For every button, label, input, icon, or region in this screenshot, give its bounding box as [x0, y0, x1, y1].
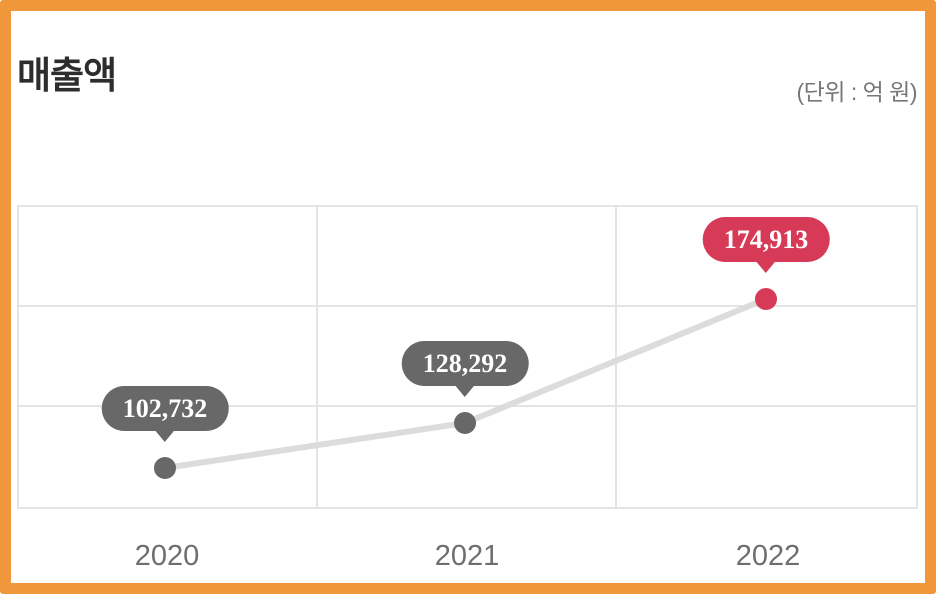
- grid-cell: [617, 307, 916, 407]
- data-point-2020: [154, 457, 176, 479]
- revenue-line-chart: [154, 288, 777, 479]
- unit-label: (단위 : 억 원): [796, 79, 917, 105]
- value-callout-2022: 174,913: [702, 217, 830, 262]
- page-title: 매출액: [17, 55, 117, 96]
- data-point-2022: [755, 288, 777, 310]
- data-point-2021: [454, 412, 476, 434]
- chart-plot-area: [17, 205, 918, 509]
- grid-cell: [19, 407, 318, 507]
- grid-cell: [318, 407, 617, 507]
- x-axis-label-2020: 2020: [134, 540, 200, 572]
- x-axis-label-2021: 2021: [434, 540, 500, 572]
- value-callout-2020: 102,732: [101, 386, 229, 431]
- grid-cell: [19, 207, 318, 307]
- grid-cell: [318, 207, 617, 307]
- grid-cell: [318, 307, 617, 407]
- x-axis-label-2022: 2022: [735, 540, 801, 572]
- value-callout-2021: 128,292: [401, 341, 529, 386]
